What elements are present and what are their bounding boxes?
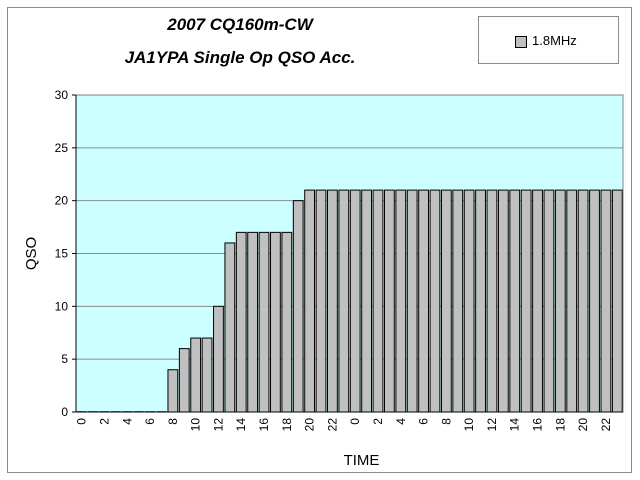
chart-title-line-1: 2007 CQ160m-CW (167, 15, 313, 34)
x-tick-label: 10 (462, 418, 476, 432)
x-tick-label: 18 (553, 418, 567, 432)
y-tick-label: 20 (55, 194, 69, 208)
bar (395, 189, 407, 413)
x-tick-label: 16 (531, 418, 545, 432)
x-tick-label: 8 (166, 418, 180, 425)
bar (475, 189, 486, 413)
x-tick-label: 18 (280, 418, 294, 432)
x-tick-label: 4 (120, 418, 134, 425)
x-tick-label: 14 (234, 418, 248, 432)
bar (167, 369, 179, 413)
x-tick-label: 10 (189, 418, 203, 432)
legend-label: 1.8MHz (532, 33, 577, 48)
bar (247, 231, 259, 413)
bar (554, 189, 566, 413)
y-tick-label: 5 (61, 352, 68, 366)
x-axis-label: TIME (344, 452, 380, 469)
bar (327, 189, 338, 413)
bar (611, 189, 623, 413)
bar (361, 189, 372, 413)
bar (270, 231, 281, 413)
x-tick-label: 6 (417, 418, 431, 425)
bar (213, 305, 224, 413)
x-tick-label: 8 (439, 418, 453, 425)
legend-swatch (515, 36, 527, 48)
bar (383, 189, 395, 413)
bar (349, 189, 361, 413)
y-tick-label: 10 (55, 299, 69, 313)
bar (509, 189, 521, 413)
x-tick-label: 12 (211, 418, 225, 432)
x-tick-label: 22 (325, 418, 339, 432)
bar (201, 337, 213, 413)
bar (486, 189, 498, 413)
bar (452, 189, 464, 413)
bar (178, 348, 190, 413)
chart-title-line-2: JA1YPA Single Op QSO Acc. (124, 48, 356, 67)
x-tick-label: 2 (371, 418, 385, 425)
x-tick-label: 20 (576, 418, 590, 432)
bar (372, 189, 384, 413)
bar (235, 231, 247, 413)
bar (577, 189, 589, 413)
x-tick-label: 2 (97, 418, 111, 425)
x-tick-label: 14 (508, 418, 522, 432)
bar (532, 189, 543, 413)
bar (589, 189, 600, 413)
bar (338, 189, 350, 413)
bar (520, 189, 532, 413)
bar (463, 189, 475, 413)
bar (566, 189, 578, 413)
x-tick-label: 16 (257, 418, 271, 432)
bar (190, 337, 202, 413)
bar (292, 200, 304, 413)
bar (418, 189, 429, 413)
bar (440, 189, 452, 413)
y-tick-label: 0 (61, 405, 68, 419)
bar (543, 189, 555, 413)
x-tick-label: 6 (143, 418, 157, 425)
x-tick-label: 22 (599, 418, 613, 432)
y-axis-label: QSO (23, 237, 40, 270)
x-tick-label: 12 (485, 418, 499, 432)
legend: 1.8MHz (478, 16, 619, 64)
y-tick-label: 30 (55, 88, 69, 102)
bar (429, 189, 441, 413)
bar (315, 189, 327, 413)
x-tick-label: 0 (348, 418, 362, 425)
bar (281, 231, 293, 413)
x-tick-label: 20 (303, 418, 317, 432)
bar (497, 189, 509, 413)
x-tick-label: 0 (75, 418, 89, 425)
bar (304, 189, 316, 413)
bar (600, 189, 612, 413)
y-tick-label: 25 (55, 141, 69, 155)
x-tick-label: 4 (394, 418, 408, 425)
bar (224, 242, 236, 413)
bar (258, 231, 270, 413)
bar (406, 189, 418, 413)
y-tick-label: 15 (55, 247, 69, 261)
